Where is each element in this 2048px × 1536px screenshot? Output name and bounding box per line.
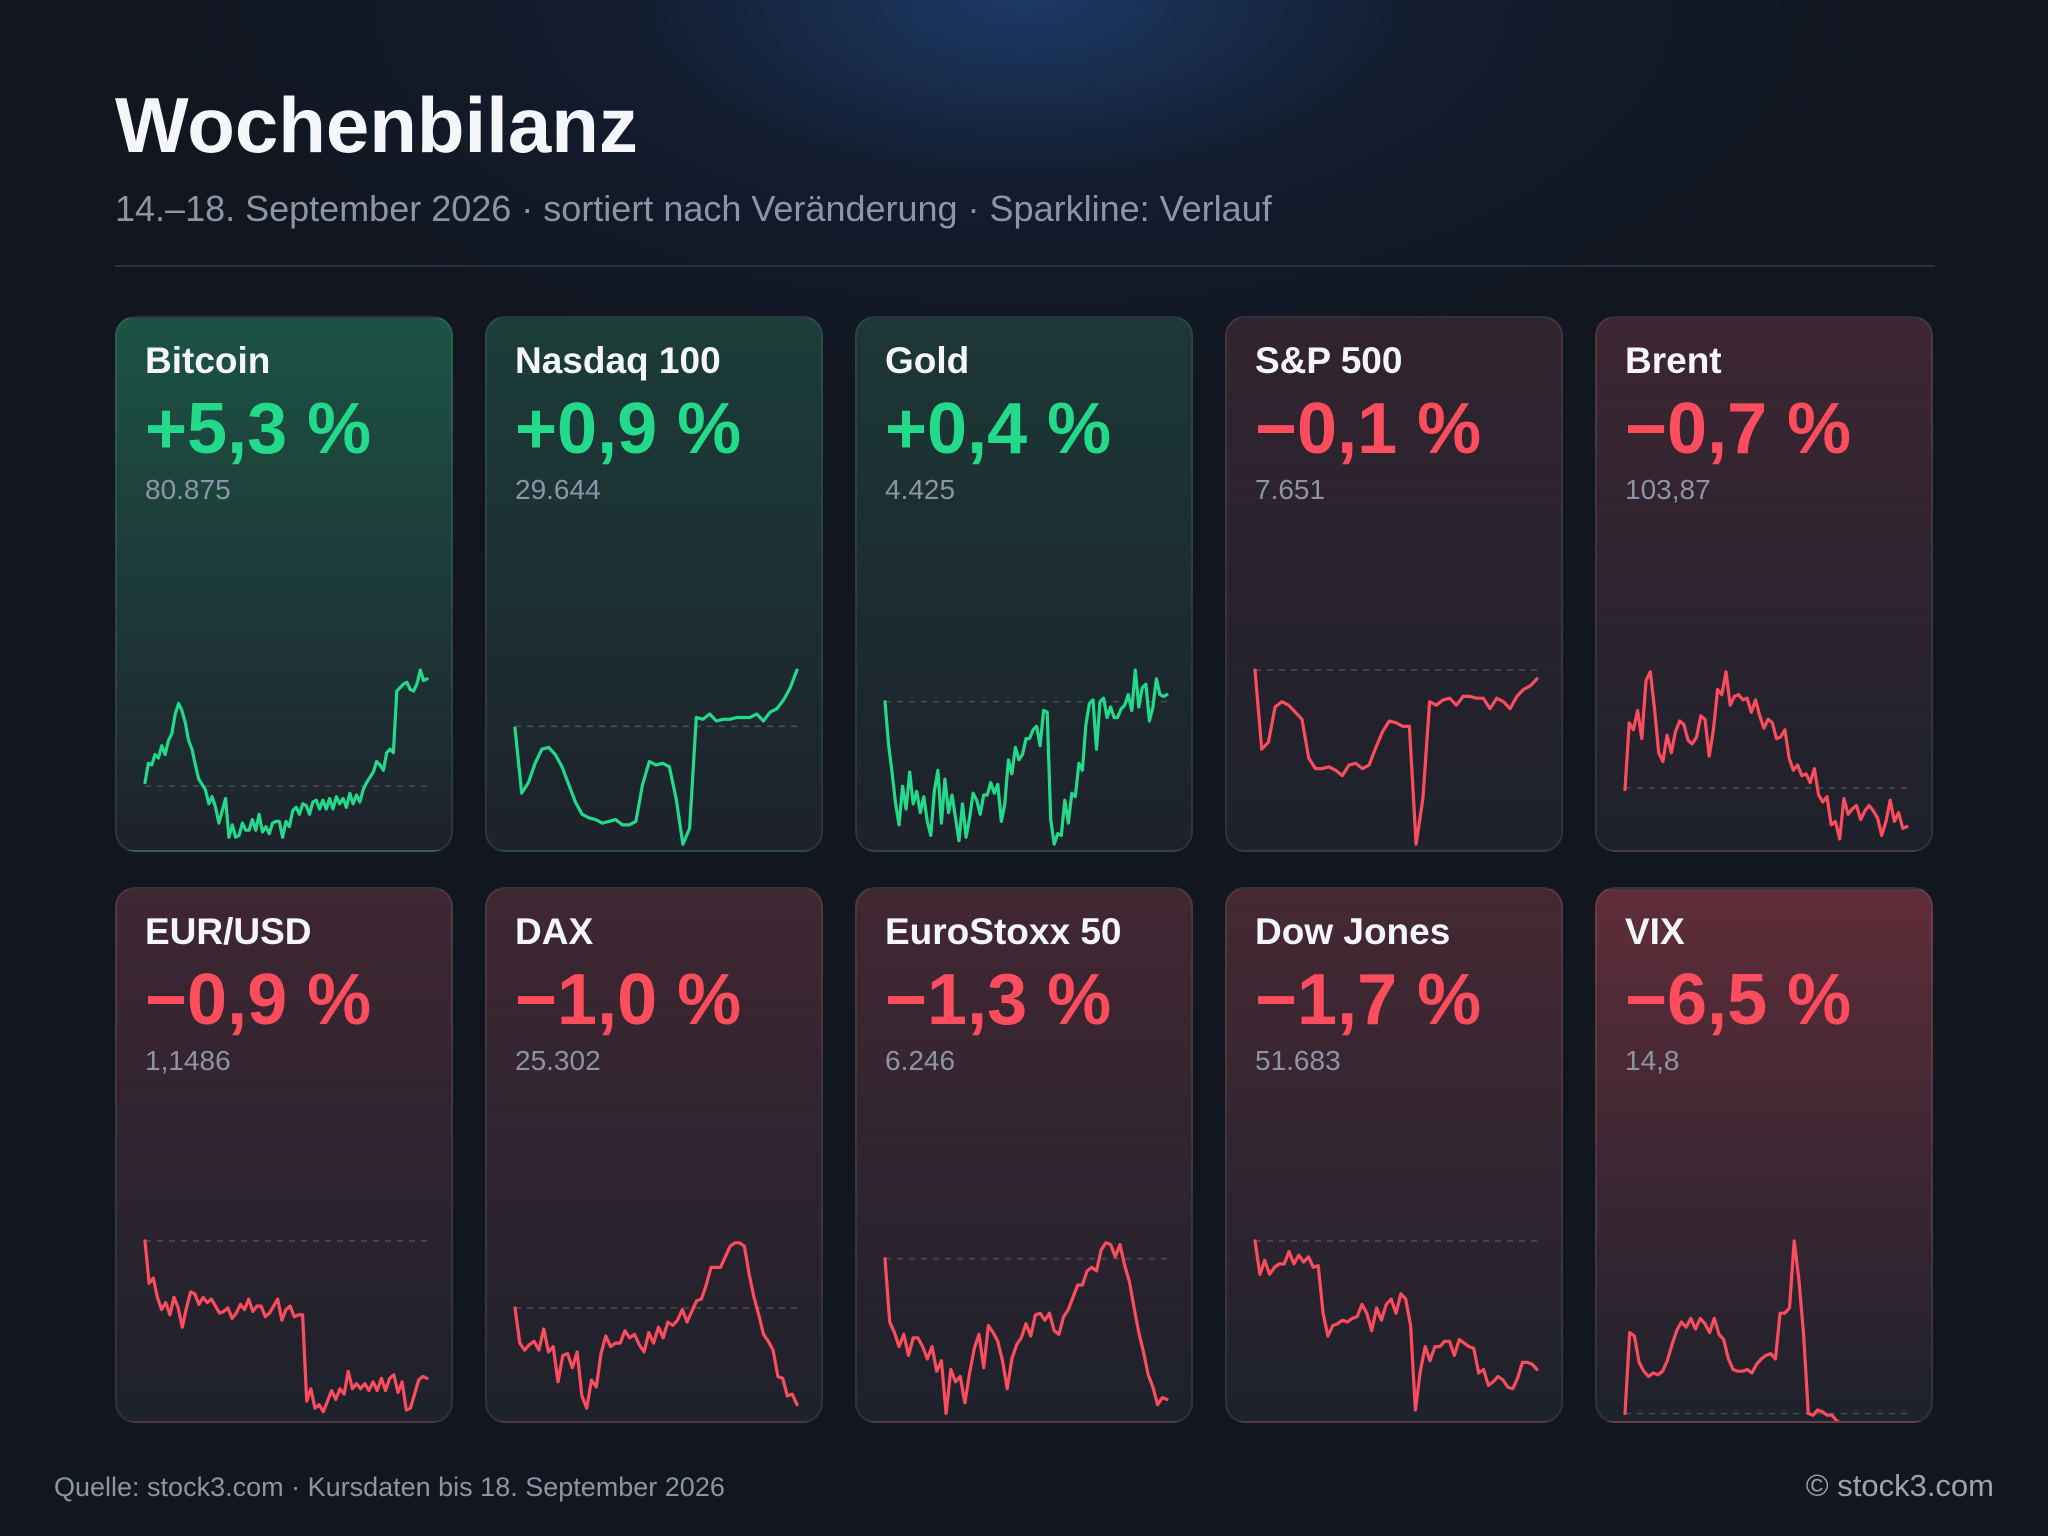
sparkline-chart (883, 668, 1169, 846)
card-change-value: +5,3 % (145, 389, 372, 469)
card-title: DAX (515, 911, 594, 952)
card-price: 51.683 (1255, 1045, 1341, 1076)
market-card: Brent −0,7 % 103,87 (1595, 316, 1933, 852)
page-title: Wochenbilanz (115, 81, 638, 169)
card-title: Dow Jones (1255, 911, 1451, 952)
sparkline-line (513, 668, 799, 846)
card-change-value: −0,7 % (1625, 389, 1852, 469)
card-price: 1,1486 (145, 1045, 231, 1076)
card-title: Nasdaq 100 (515, 340, 721, 381)
footer-source: Quelle: stock3.com · Kursdaten bis 18. S… (54, 1472, 725, 1502)
page-subtitle: 14.–18. September 2026 · sortiert nach V… (115, 188, 1272, 229)
market-card: Bitcoin +5,3 % 80.875 (115, 316, 453, 852)
market-card: EUR/USD −0,9 % 1,1486 (115, 887, 453, 1423)
card-title: Gold (885, 340, 970, 381)
card-change-value: −1,0 % (515, 960, 742, 1040)
market-card: Gold +0,4 % 4.425 (855, 316, 1193, 852)
card-title: EUR/USD (145, 911, 312, 952)
card-price: 4.425 (885, 474, 956, 505)
sparkline-line (143, 668, 429, 839)
card-change-value: −1,7 % (1255, 960, 1482, 1040)
sparkline-line (513, 1241, 799, 1410)
card-change-value: −0,1 % (1255, 389, 1482, 469)
sparkline-line (1623, 1239, 1847, 1421)
sparkline-chart (1253, 668, 1539, 846)
sparkline-chart (1623, 670, 1909, 841)
card-price: 6.246 (885, 1045, 956, 1076)
market-card: Nasdaq 100 +0,9 % 29.644 (485, 316, 823, 852)
market-card: VIX −6,5 % 14,8 (1595, 887, 1933, 1423)
card-price: 29.644 (515, 474, 601, 505)
card-change-value: −1,3 % (885, 960, 1112, 1040)
sparkline-line (883, 1241, 1169, 1416)
card-change-value: +0,9 % (515, 389, 742, 469)
card-price: 80.875 (145, 474, 231, 505)
sparkline-chart (1623, 1239, 1907, 1421)
card-change-value: +0,4 % (885, 389, 1112, 469)
sparkline-line (1623, 670, 1909, 841)
card-change-value: −6,5 % (1625, 960, 1852, 1040)
card-change-value: −0,9 % (145, 960, 372, 1040)
card-title: Bitcoin (145, 340, 271, 381)
footer-copyright: © stock3.com (1805, 1468, 1994, 1503)
card-price: 14,8 (1625, 1045, 1680, 1076)
card-price: 25.302 (515, 1045, 601, 1076)
sparkline-line (883, 668, 1169, 846)
market-card: S&P 500 −0,1 % 7.651 (1225, 316, 1563, 852)
sparkline-chart (143, 1239, 429, 1414)
card-price: 7.651 (1255, 474, 1326, 505)
market-card: Dow Jones −1,7 % 51.683 (1225, 887, 1563, 1423)
sparkline-chart (883, 1241, 1169, 1416)
card-title: S&P 500 (1255, 340, 1403, 381)
sparkline-chart (143, 668, 429, 839)
header-divider (115, 265, 1935, 267)
market-card: EuroStoxx 50 −1,3 % 6.246 (855, 887, 1193, 1423)
sparkline-line (1253, 668, 1539, 846)
sparkline-chart (1253, 1239, 1539, 1412)
market-card: DAX −1,0 % 25.302 (485, 887, 823, 1423)
card-title: Brent (1625, 340, 1722, 381)
sparkline-chart (513, 1241, 799, 1410)
sparkline-line (143, 1239, 429, 1414)
card-price: 103,87 (1625, 474, 1711, 505)
sparkline-chart (513, 668, 799, 846)
card-title: EuroStoxx 50 (885, 911, 1122, 952)
card-title: VIX (1625, 911, 1685, 952)
sparkline-line (1253, 1239, 1539, 1412)
